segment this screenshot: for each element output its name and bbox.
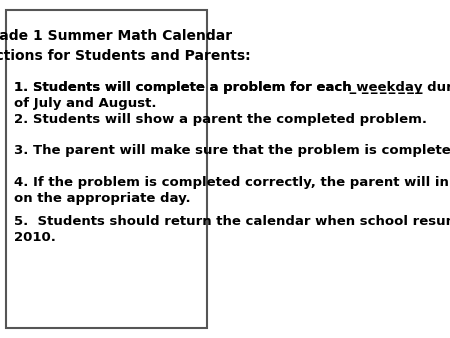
Text: Grade 1 Summer Math Calendar: Grade 1 Summer Math Calendar — [0, 29, 232, 43]
Text: of July and August.: of July and August. — [14, 97, 156, 110]
Text: 1. Students will complete a problem for each ̲w̲e̲e̲k̲d̲a̲y̲ during the months: 1. Students will complete a problem for … — [14, 81, 450, 94]
Text: 3. The parent will make sure that the problem is completed correctly.: 3. The parent will make sure that the pr… — [14, 144, 450, 156]
Text: 4. If the problem is completed correctly, the parent will initial the calendar: 4. If the problem is completed correctly… — [14, 176, 450, 189]
Text: 5.  Students should return the calendar when school resumes in August,: 5. Students should return the calendar w… — [14, 215, 450, 227]
Text: Directions for Students and Parents:: Directions for Students and Parents: — [0, 49, 250, 63]
FancyBboxPatch shape — [6, 10, 207, 328]
Text: 2010.: 2010. — [14, 231, 56, 244]
Text: on the appropriate day.: on the appropriate day. — [14, 192, 190, 205]
Text: 1. Students will complete a problem for each: 1. Students will complete a problem for … — [14, 81, 356, 94]
Text: 2. Students will show a parent the completed problem.: 2. Students will show a parent the compl… — [14, 113, 427, 126]
